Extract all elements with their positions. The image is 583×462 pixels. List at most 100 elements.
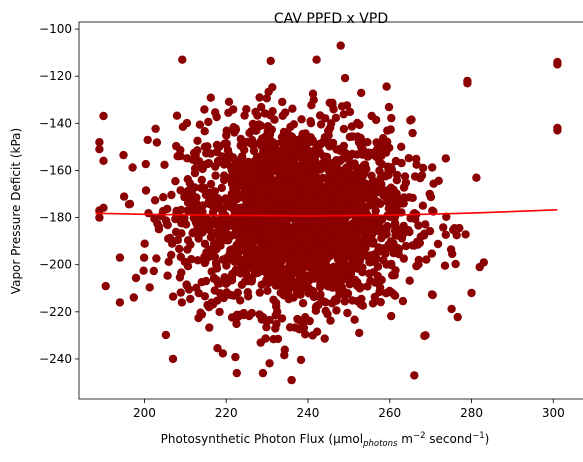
data-point	[204, 117, 213, 127]
data-point	[176, 151, 185, 161]
data-point	[398, 296, 408, 306]
data-point	[141, 159, 150, 169]
data-point	[278, 166, 287, 176]
data-point	[249, 213, 259, 222]
data-point	[101, 281, 110, 291]
data-point	[350, 315, 359, 324]
data-point	[387, 311, 396, 321]
data-point	[211, 171, 220, 180]
data-point	[349, 263, 359, 273]
data-point	[266, 56, 275, 66]
data-point	[408, 128, 417, 138]
data-point	[339, 124, 349, 134]
data-point	[262, 323, 271, 332]
y-tick-label: −240	[39, 352, 72, 366]
data-point	[145, 283, 154, 292]
data-point	[336, 155, 346, 165]
data-point	[199, 183, 209, 192]
data-point	[311, 151, 320, 160]
data-point	[195, 120, 205, 129]
data-point	[177, 205, 186, 215]
data-point	[258, 224, 267, 233]
data-point	[341, 148, 350, 158]
data-point	[308, 286, 318, 296]
data-point	[351, 249, 360, 259]
data-point	[371, 196, 381, 206]
data-point	[240, 255, 250, 264]
data-point	[392, 209, 401, 219]
y-axis-ticks: −240 −220 −200 −180 −160 −140 −120 −100	[39, 22, 79, 366]
data-point	[332, 282, 341, 291]
data-point	[296, 143, 305, 152]
data-point	[325, 139, 334, 148]
data-point	[298, 320, 308, 329]
data-point	[281, 182, 290, 191]
data-point	[215, 289, 225, 298]
data-point	[177, 298, 187, 307]
data-point	[373, 218, 382, 227]
data-point	[272, 276, 281, 285]
data-point	[343, 308, 352, 318]
data-point	[269, 335, 278, 344]
data-point	[164, 257, 173, 266]
data-point	[227, 273, 237, 282]
data-point	[273, 307, 282, 316]
data-point	[426, 192, 436, 202]
data-point	[205, 252, 214, 261]
data-point	[260, 240, 269, 250]
data-point	[288, 188, 297, 197]
data-point	[212, 264, 222, 273]
data-point	[160, 160, 169, 169]
data-point	[206, 93, 215, 102]
data-point	[262, 160, 271, 169]
data-point	[258, 134, 267, 143]
data-point	[301, 254, 311, 263]
y-tick-label: −120	[39, 69, 72, 83]
data-point	[306, 117, 315, 126]
data-point	[306, 162, 315, 171]
data-point	[228, 153, 238, 162]
data-point	[153, 219, 162, 228]
data-point	[447, 304, 456, 314]
data-point	[131, 273, 141, 283]
data-point	[308, 196, 317, 206]
data-point	[322, 152, 332, 162]
data-point	[442, 212, 451, 221]
data-point	[320, 297, 329, 306]
data-point	[363, 138, 372, 147]
data-point	[315, 177, 324, 187]
data-point	[353, 118, 362, 128]
data-point	[358, 268, 367, 277]
data-point	[285, 281, 294, 290]
data-point	[115, 253, 125, 262]
data-point	[387, 113, 396, 123]
data-point	[190, 168, 200, 178]
data-point	[144, 209, 153, 218]
data-point	[197, 277, 206, 287]
data-point	[380, 137, 390, 146]
data-point	[229, 185, 239, 195]
data-point	[298, 130, 307, 139]
data-point	[328, 98, 337, 108]
data-point	[211, 108, 220, 117]
data-point	[361, 243, 370, 253]
data-point	[387, 288, 397, 297]
data-point	[222, 126, 231, 135]
data-point	[341, 183, 351, 192]
data-point	[287, 147, 297, 157]
data-point	[255, 93, 264, 102]
data-point	[183, 262, 193, 271]
data-point	[232, 319, 241, 329]
data-point	[350, 162, 359, 171]
data-point	[342, 192, 352, 201]
data-point	[418, 163, 428, 173]
x-tick-label: 280	[460, 406, 483, 420]
data-point	[213, 227, 223, 237]
data-point	[230, 128, 239, 137]
data-point	[193, 256, 202, 265]
data-point	[224, 234, 233, 243]
data-point	[312, 217, 322, 227]
data-point	[300, 234, 310, 244]
data-point	[313, 273, 322, 282]
data-point	[95, 138, 104, 147]
